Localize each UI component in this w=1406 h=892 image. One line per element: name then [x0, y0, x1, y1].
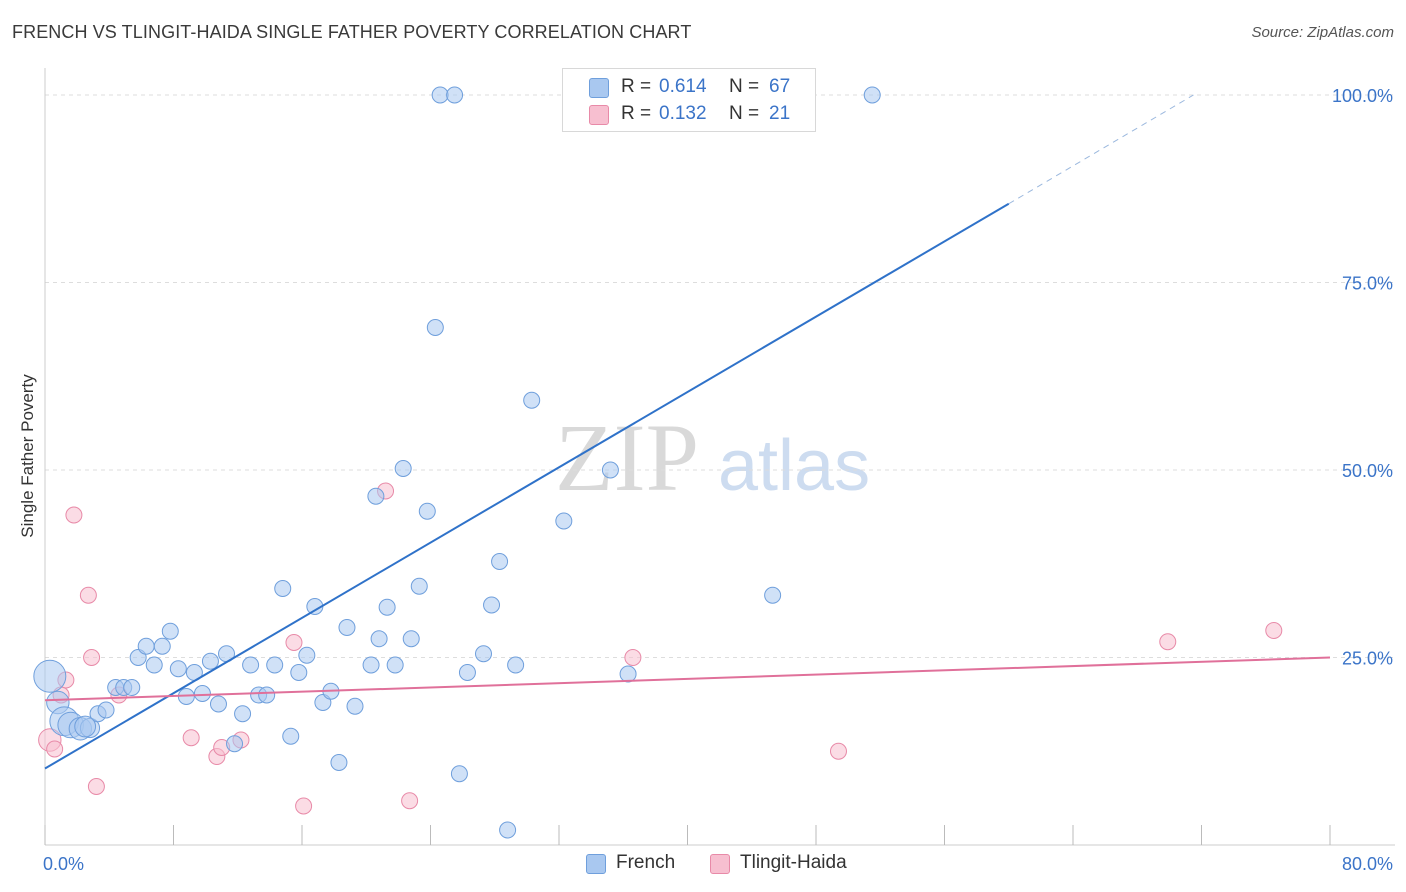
french-point — [410, 577, 428, 595]
tlingit-n-label: N = — [729, 103, 760, 124]
french-n-label: N = — [729, 76, 760, 97]
chart-title: FRENCH VS TLINGIT-HAIDA SINGLE FATHER PO… — [12, 22, 692, 42]
french-point — [153, 637, 171, 655]
y-tick-label: 25.0% — [1342, 649, 1393, 669]
tlingit-haida-point — [87, 778, 105, 795]
french-point — [346, 697, 364, 715]
french-point — [431, 86, 449, 104]
french-point — [123, 679, 141, 696]
french-trend-extension — [1008, 94, 1194, 205]
watermark-zip: ZIP — [555, 404, 699, 511]
french-point — [258, 686, 276, 704]
tlingit-r-value: 0.132 — [659, 103, 707, 124]
french-point — [426, 319, 444, 336]
french-point — [619, 665, 637, 683]
french-point — [491, 553, 509, 570]
trend-lines — [44, 94, 1331, 770]
french-point — [298, 646, 316, 664]
tlingit-haida-point — [83, 649, 101, 666]
french-point — [378, 598, 396, 616]
french-point — [234, 705, 252, 723]
french-swatch — [589, 78, 609, 98]
french-r-value: 0.614 — [659, 76, 707, 97]
tlingit-legend-label: Tlingit-Haida — [740, 852, 847, 873]
french-point — [193, 685, 211, 702]
french-point — [290, 664, 308, 681]
french-point — [367, 487, 385, 505]
gridlines — [45, 94, 1395, 658]
french-point — [458, 664, 476, 681]
tlingit-haida-point — [182, 729, 200, 747]
french-point — [74, 715, 97, 738]
tlingit-haida-point — [295, 797, 313, 815]
french-point — [226, 735, 244, 753]
tlingit-haida-trend-line — [44, 656, 1331, 702]
x-tick-label: 0.0% — [43, 854, 84, 874]
tlingit-r-label: R = — [621, 103, 652, 124]
french-point — [209, 695, 227, 713]
tlingit-legend-swatch — [710, 854, 730, 874]
french-point — [475, 645, 493, 663]
french-point — [764, 586, 782, 604]
french-point — [507, 656, 525, 674]
french-point — [601, 461, 619, 479]
correlation-legend: R = 0.614 N = 67 R = 0.132 N = 21 — [562, 68, 816, 132]
tick-labels: 25.0% 50.0% 75.0% 100.0% 0.0% 80.0% — [43, 86, 1393, 874]
tlingit-haida-point — [1159, 633, 1177, 651]
axes — [44, 68, 1395, 846]
french-point — [418, 502, 436, 520]
x-tick-label: 80.0% — [1342, 854, 1393, 874]
tlingit-n-value: 21 — [769, 103, 791, 124]
french-point — [394, 460, 412, 477]
french-point — [370, 630, 388, 648]
french-r-label: R = — [621, 76, 652, 97]
french-point — [863, 86, 881, 104]
french-point — [274, 580, 292, 597]
french-point — [145, 656, 163, 674]
french-point — [446, 86, 464, 104]
tlingit-haida-point — [285, 634, 303, 651]
french-point — [282, 727, 300, 745]
tlingit-haida-point — [829, 742, 847, 760]
french-point — [523, 391, 541, 409]
french-point — [330, 754, 348, 771]
french-point — [555, 512, 573, 530]
french-point — [386, 656, 404, 674]
tlingit-haida-point — [624, 649, 642, 666]
french-point — [483, 596, 501, 614]
french-point — [169, 660, 187, 678]
tlingit-haida-point — [46, 740, 64, 758]
french-legend-swatch — [586, 854, 606, 874]
french-point — [137, 637, 155, 655]
french-point — [266, 656, 284, 674]
french-point — [499, 821, 517, 839]
french-point — [450, 765, 468, 783]
french-legend-label: French — [616, 852, 676, 873]
tlingit-haida-point — [79, 586, 97, 604]
french-point — [201, 652, 219, 670]
tlingit-haida-point — [1265, 622, 1283, 639]
y-tick-label: 75.0% — [1342, 274, 1393, 294]
tlingit-swatch — [589, 105, 609, 125]
french-point — [97, 701, 115, 719]
source-credit: Source: ZipAtlas.com — [1251, 24, 1394, 41]
watermark-atlas: atlas — [718, 426, 870, 506]
tlingit-haida-point — [401, 792, 419, 810]
french-n-value: 67 — [769, 76, 791, 97]
french-point — [161, 622, 179, 640]
watermark: ZIP atlas — [555, 404, 870, 511]
french-point — [402, 630, 420, 648]
french-point — [242, 656, 260, 674]
french-trend-line — [44, 202, 1010, 770]
french-point — [362, 656, 380, 674]
tlingit-haida-point — [65, 506, 83, 524]
french-point — [33, 659, 67, 693]
y-tick-label: 100.0% — [1332, 86, 1393, 106]
french-point — [338, 619, 356, 636]
y-tick-label: 50.0% — [1342, 461, 1393, 481]
